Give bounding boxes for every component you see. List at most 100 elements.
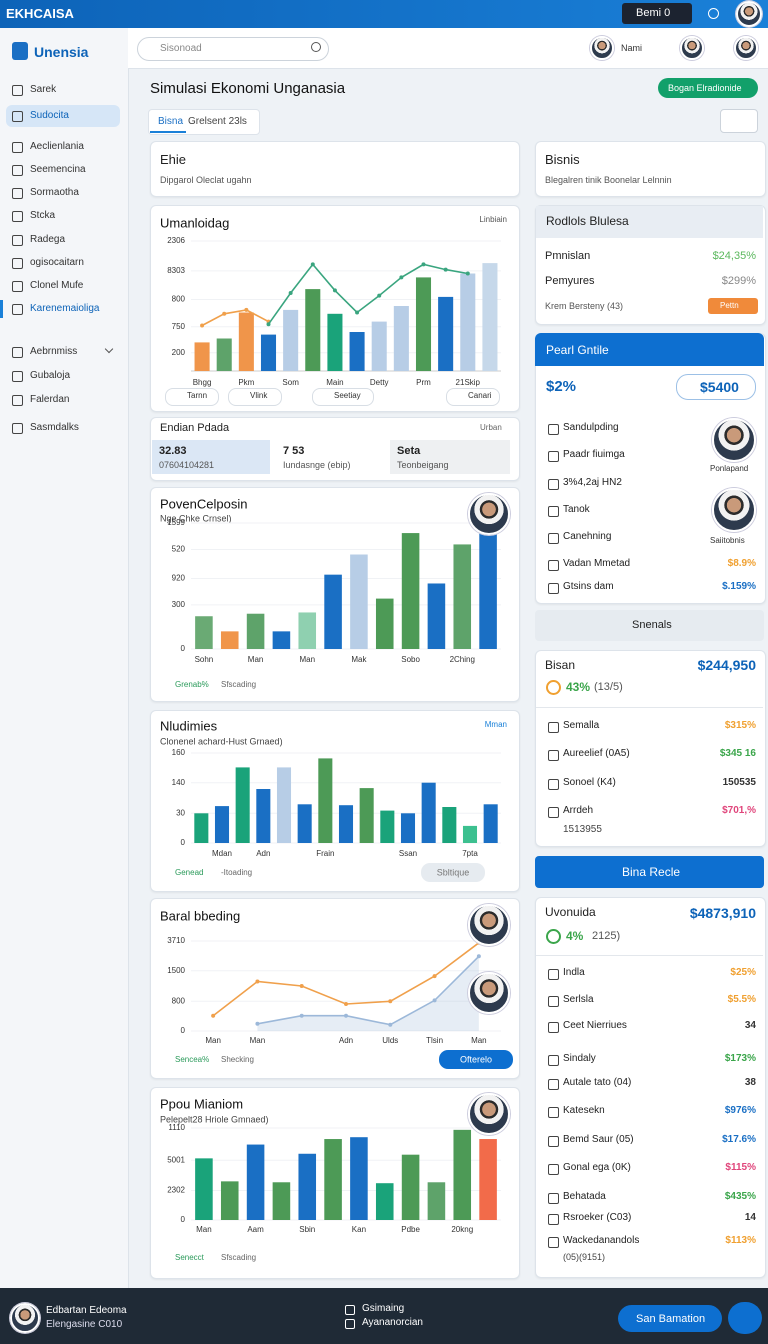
nav-item[interactable]: Stcka [30,210,56,221]
x-tick-label: Pdbe [401,1225,420,1234]
row-icon [548,1237,559,1248]
legend-chip[interactable] [446,388,500,406]
nav-icon [12,188,23,199]
y-tick-label: 800 [172,996,186,1005]
field-note: Iundasnge (ebip) [283,460,351,470]
signals-button[interactable] [535,610,764,641]
chart-title: Nludimies [160,718,218,733]
grid-button[interactable] [728,1302,762,1334]
close-icon[interactable] [742,149,752,163]
nav-item[interactable]: Sudocita [30,110,69,121]
nav-icon [12,304,23,315]
uvon-row-label: Serlsla [563,994,594,1005]
chart-card: Ppou Mianiom Pelepelt28 Hriole Gmnaed) 111… [150,1087,520,1279]
avatar [680,36,704,60]
chart-footer: Sfscading [221,680,256,689]
bar [256,789,271,843]
bar [195,616,213,649]
legend-chip[interactable] [228,388,282,406]
primary-button[interactable] [658,78,758,98]
search-placeholder: Sisonoad [160,43,202,54]
bisan-pct: 43% [566,680,591,694]
bar [438,296,454,371]
bisan-title: Bisan [545,658,576,672]
tab[interactable]: Grelsent 23ls [188,116,247,127]
bottom-link[interactable]: Ayananorcian [362,1317,423,1328]
bar [194,342,210,371]
notify-icon[interactable] [708,8,719,19]
nav-item[interactable]: Clonel Mufe [30,280,84,291]
chart: Umanloidag Linbiain 2306 8303 800 750 200 Bhgg P… [160,215,507,387]
uvon-row-label: Rsroeker (C03) [563,1212,632,1223]
chart-title: Baral bbeding [160,908,240,923]
chart-title: Umanloidag [160,215,229,230]
filter-field[interactable] [152,440,270,474]
nav-item[interactable]: Karenemaioliga [30,303,100,314]
nav-item[interactable]: Radega [30,234,66,245]
bar [359,788,374,843]
nav-item[interactable]: ogisocaitarn [30,257,84,268]
y-tick-label: 750 [172,322,186,331]
nav-item[interactable]: Falerdan [30,394,70,405]
nav-item[interactable]: Aeclienlania [30,141,84,152]
card-title: Ehie [160,152,187,167]
field-value: 7 53 [283,445,305,457]
bottom-name: Edbartan Edeoma [46,1305,127,1316]
page-title: Simulasi Ekonomi Unganasia [150,80,346,97]
tabs [148,109,260,135]
legend-chip[interactable] [312,388,374,406]
bar [442,807,457,843]
nav-item[interactable]: Sarek [30,84,57,95]
x-tick-label: Ulds [382,1036,398,1045]
nav-item[interactable]: Sasmdalks [30,422,79,433]
y-tick-label: 800 [172,295,186,304]
filter-field[interactable] [276,440,386,474]
summary-value: $299% [721,275,756,287]
chart-footer: Sfscading [221,1253,256,1262]
bar [462,825,478,843]
line [267,263,468,325]
y-tick-label: 0 [181,644,186,653]
bar [338,805,354,843]
filter-field[interactable] [390,440,510,474]
nav-icon [12,111,23,122]
bar [375,598,394,649]
x-tick-label: Man [250,1036,266,1045]
chart-button-label: Sbltique [437,867,470,877]
summary-button[interactable] [708,298,758,314]
bar [401,533,420,649]
bisan-card [535,650,766,847]
view-toggle[interactable] [720,109,758,133]
bar [220,631,239,649]
nav-item[interactable]: Sormaotha [30,187,79,198]
x-tick-label: Kan [352,1225,366,1234]
stat-box [676,374,756,400]
legend-chip-label: Vlink [250,391,268,400]
bottom-button[interactable] [618,1305,722,1332]
legend-chip[interactable] [165,388,219,406]
bottom-link[interactable]: Gsimaing [362,1303,405,1314]
bar [400,813,416,843]
nav-item[interactable]: Aebrnmiss [30,346,78,357]
chart-button[interactable] [421,863,485,882]
tab[interactable]: Bisna [158,116,184,127]
chart-button[interactable] [439,1050,513,1069]
nav-item[interactable]: Gubaloja [30,370,71,381]
bar [305,289,321,371]
legend-chip-label: Seetiay [334,391,361,400]
uvon-row-value: $976% [724,1105,756,1116]
uvon-row-value: 14 [744,1212,756,1223]
line [201,309,269,327]
avatar [10,1303,40,1333]
profile-row-label: Vadan Mmetad [563,558,631,569]
bar [375,1183,394,1220]
bina-button[interactable] [535,856,764,888]
menu-button[interactable] [622,3,692,24]
chart-subtitle: Nge Chke Crnsel) [160,513,232,523]
search-box[interactable] [137,37,329,61]
nav-item[interactable]: Seemencina [30,164,86,175]
close-icon[interactable] [496,149,506,163]
x-tick-label: Man [471,1036,487,1045]
row-icon [548,750,559,761]
